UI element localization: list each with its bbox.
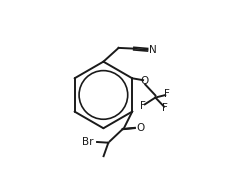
Text: N: N	[149, 45, 156, 55]
Text: F: F	[163, 89, 169, 99]
Text: Br: Br	[82, 137, 93, 147]
Text: O: O	[140, 76, 148, 86]
Text: O: O	[136, 123, 144, 133]
Text: F: F	[161, 103, 167, 113]
Text: F: F	[139, 101, 145, 111]
